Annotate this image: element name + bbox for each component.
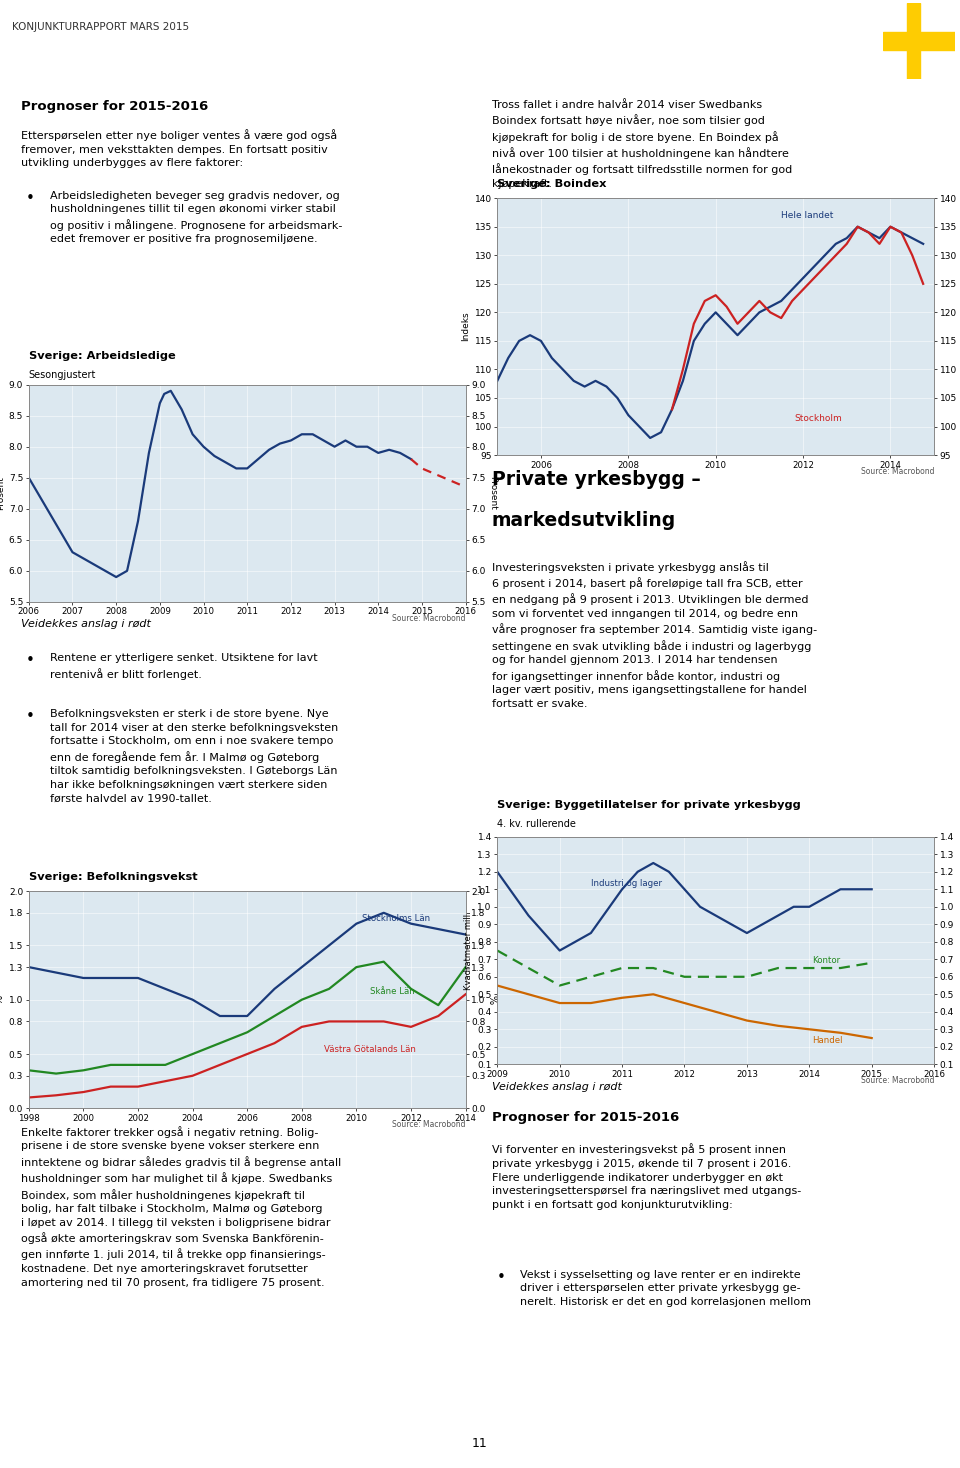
Text: Industri og lager: Industri og lager	[590, 879, 661, 888]
Text: Stockholms Län: Stockholms Län	[362, 915, 430, 923]
Text: 11: 11	[472, 1437, 488, 1450]
Text: Stockholm: Stockholm	[794, 414, 842, 423]
Text: Tross fallet i andre halvår 2014 viser Swedbanks
Boindex fortsatt høye nivåer, n: Tross fallet i andre halvår 2014 viser S…	[492, 100, 792, 189]
Text: Sverige: Befolkningsvekst: Sverige: Befolkningsvekst	[29, 872, 198, 882]
Text: Rentene er ytterligere senket. Utsiktene for lavt
rentenivå er blitt forlenget.: Rentene er ytterligere senket. Utsiktene…	[50, 653, 318, 680]
Y-axis label: %: %	[0, 995, 5, 1004]
Text: Hele landet: Hele landet	[781, 211, 833, 220]
Y-axis label: Kvadratmeter mill.: Kvadratmeter mill.	[959, 912, 960, 989]
Text: KONJUNKTURRAPPORT MARS 2015: KONJUNKTURRAPPORT MARS 2015	[12, 22, 189, 32]
Text: Kontor: Kontor	[812, 956, 841, 964]
Text: Investeringsveksten i private yrkesbygg anslås til
6 prosent i 2014, basert på f: Investeringsveksten i private yrkesbygg …	[492, 561, 817, 709]
Y-axis label: Prosent: Prosent	[488, 476, 496, 511]
Text: Vekst i sysselsetting og lave renter er en indirekte
driver i etterspørselen ett: Vekst i sysselsetting og lave renter er …	[520, 1270, 811, 1307]
Text: Private yrkesbygg –: Private yrkesbygg –	[492, 470, 700, 489]
Text: •: •	[496, 1270, 505, 1284]
Bar	[907, 3, 920, 79]
Text: Västra Götalands Län: Västra Götalands Län	[324, 1045, 416, 1054]
Text: Handel: Handel	[812, 1036, 843, 1045]
Text: Enkelte faktorer trekker også i negativ retning. Bolig-
prisene i de store svens: Enkelte faktorer trekker også i negativ …	[21, 1126, 342, 1287]
Text: Befolkningsveksten er sterk i de store byene. Nye
tall for 2014 viser at den ste: Befolkningsveksten er sterk i de store b…	[50, 709, 338, 803]
Text: Sverige: Byggetillatelser for private yrkesbygg: Sverige: Byggetillatelser for private yr…	[497, 800, 801, 810]
Text: Skåne Län: Skåne Län	[370, 988, 415, 997]
Y-axis label: Prosent: Prosent	[0, 476, 5, 511]
Text: Etterspørselen etter nye boliger ventes å være god også
fremover, men veksttakte: Etterspørselen etter nye boliger ventes …	[21, 129, 337, 169]
Text: Source: Macrobond: Source: Macrobond	[860, 467, 934, 476]
Text: Source: Macrobond: Source: Macrobond	[860, 1076, 934, 1085]
Text: Source: Macrobond: Source: Macrobond	[392, 1120, 466, 1129]
Text: Sesongjustert: Sesongjustert	[29, 370, 96, 380]
Text: •: •	[26, 653, 35, 668]
Text: Source: Macrobond: Source: Macrobond	[392, 614, 466, 622]
Y-axis label: Indeks: Indeks	[959, 311, 960, 342]
Y-axis label: Kvadratmeter mill.: Kvadratmeter mill.	[465, 912, 473, 989]
Y-axis label: Indeks: Indeks	[462, 311, 470, 342]
Text: •: •	[26, 709, 35, 724]
Text: Arbeidsledigheten beveger seg gradvis nedover, og
husholdningenes tillit til ege: Arbeidsledigheten beveger seg gradvis ne…	[50, 191, 343, 244]
Text: •: •	[26, 191, 35, 206]
Text: Veidekkes anslag i rødt: Veidekkes anslag i rødt	[492, 1082, 621, 1092]
Text: Prognoser for 2015-2016: Prognoser for 2015-2016	[21, 100, 208, 113]
Text: Vi forventer en investeringsvekst på 5 prosent innen
private yrkesbygg i 2015, ø: Vi forventer en investeringsvekst på 5 p…	[492, 1144, 801, 1210]
Text: Prognoser for 2015-2016: Prognoser for 2015-2016	[492, 1111, 679, 1124]
Text: 4. kv. rullerende: 4. kv. rullerende	[497, 819, 576, 829]
Text: Sverige: Boindex: Sverige: Boindex	[497, 179, 607, 189]
Text: Veidekkes anslag i rødt: Veidekkes anslag i rødt	[21, 619, 151, 630]
Text: markedsutvikling: markedsutvikling	[492, 511, 676, 530]
Y-axis label: %: %	[487, 995, 496, 1004]
Bar	[883, 32, 955, 50]
Text: Sverige: Arbeidsledige: Sverige: Arbeidsledige	[29, 351, 176, 361]
